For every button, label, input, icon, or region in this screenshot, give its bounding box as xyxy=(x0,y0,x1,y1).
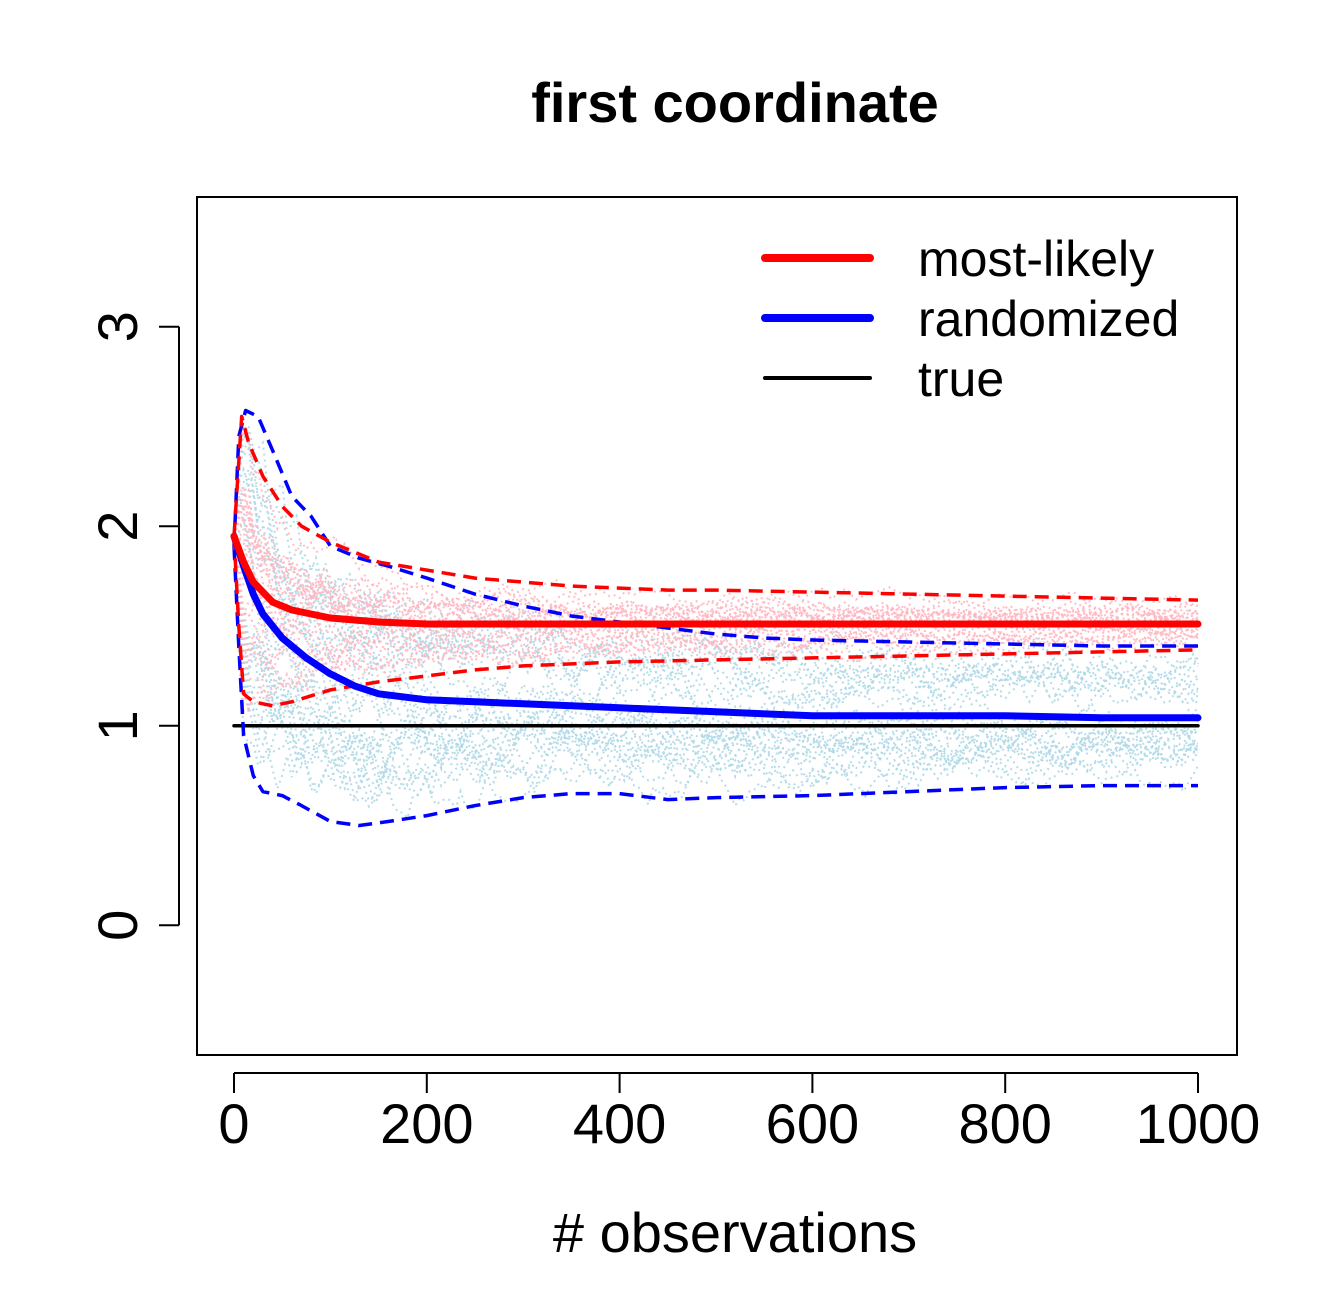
plot-frame xyxy=(196,196,1238,1056)
randomized-run-5 xyxy=(233,446,1199,688)
randomized-run-19 xyxy=(233,424,1199,692)
randomized-run-4 xyxy=(233,495,1199,721)
series-most-likely-upper-band xyxy=(232,414,1199,602)
randomized-run-21 xyxy=(233,536,1199,805)
most-likely-run-3 xyxy=(233,536,1199,653)
randomized-run-6 xyxy=(233,466,1199,707)
x-axis-label: # observations xyxy=(553,1201,917,1264)
most-likely-run-20 xyxy=(233,536,1199,674)
y-tick-label-3: 3 xyxy=(86,311,149,342)
series-randomized-lower-band xyxy=(232,546,1198,828)
series-randomized-upper-band xyxy=(232,408,1198,648)
x-tick-label-400: 400 xyxy=(573,1092,666,1155)
axes-layer: 0 200 400 600 800 1000 0 1 2 3 xyxy=(86,311,1260,1155)
randomized-run-2 xyxy=(233,439,1199,707)
most-likely-run-18 xyxy=(233,536,1199,682)
y-tick-label-2: 2 xyxy=(86,511,149,542)
randomized-run-16 xyxy=(233,536,1199,772)
x-tick-label-1000: 1000 xyxy=(1136,1092,1261,1155)
most-likely-run-2 xyxy=(233,518,1199,626)
x-tick-label-200: 200 xyxy=(380,1092,473,1155)
legend-label-0: most-likely xyxy=(918,231,1154,287)
randomized-run-14 xyxy=(233,536,1199,803)
randomized-run-0 xyxy=(233,536,1199,821)
randomized-run-18 xyxy=(233,432,1199,701)
legend-label-1: randomized xyxy=(918,291,1179,347)
most-likely-run-21 xyxy=(233,485,1199,626)
most-likely-run-1 xyxy=(233,500,1199,620)
randomized-run-22 xyxy=(233,465,1199,699)
series-randomized-mean xyxy=(230,532,1202,722)
most-likely-run-10 xyxy=(233,536,1199,657)
y-tick-label-1: 1 xyxy=(86,710,149,741)
x-tick-label-0: 0 xyxy=(218,1092,249,1155)
series-layer xyxy=(230,408,1202,828)
most-likely-run-16 xyxy=(233,535,1199,675)
randomized-run-23 xyxy=(233,536,1199,784)
series-most-likely-mean xyxy=(230,532,1202,628)
randomized-run-15 xyxy=(233,536,1199,797)
most-likely-run-23 xyxy=(233,506,1199,629)
series-most-likely-lower-band xyxy=(232,536,1199,708)
chart-title: first coordinate xyxy=(531,71,939,134)
most-likely-run-17 xyxy=(233,536,1199,655)
x-tick-label-800: 800 xyxy=(958,1092,1051,1155)
most-likely-run-15 xyxy=(233,488,1199,619)
most-likely-run-14 xyxy=(233,422,1199,610)
legend-label-2: true xyxy=(918,351,1004,407)
y-tick-label-0: 0 xyxy=(86,910,149,941)
x-tick-label-600: 600 xyxy=(766,1092,859,1155)
